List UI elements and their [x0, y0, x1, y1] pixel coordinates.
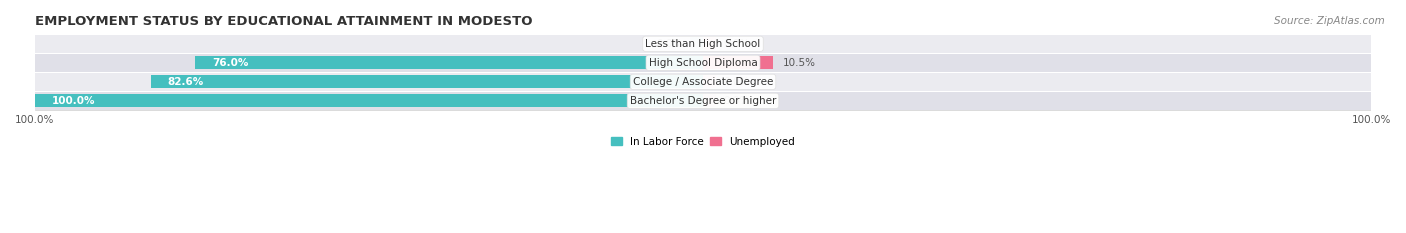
Text: 0.0%: 0.0% [723, 96, 749, 106]
Bar [150, 75, 703, 88]
Bar [703, 37, 717, 50]
Bar [35, 73, 1371, 91]
Text: Less than High School: Less than High School [645, 39, 761, 49]
Text: High School Diploma: High School Diploma [648, 58, 758, 68]
Legend: In Labor Force, Unemployed: In Labor Force, Unemployed [612, 137, 794, 147]
Bar [35, 54, 1371, 72]
Text: 0.0%: 0.0% [657, 39, 683, 49]
Text: 0.0%: 0.0% [723, 39, 749, 49]
Text: 10.5%: 10.5% [783, 58, 817, 68]
Bar [703, 56, 773, 69]
Text: 76.0%: 76.0% [212, 58, 249, 68]
Text: Bachelor's Degree or higher: Bachelor's Degree or higher [630, 96, 776, 106]
Bar [703, 94, 717, 107]
Bar [35, 92, 1371, 110]
Text: 0.0%: 0.0% [723, 77, 749, 87]
Bar [35, 35, 1371, 52]
Bar [195, 56, 703, 69]
Text: 82.6%: 82.6% [167, 77, 204, 87]
Text: 100.0%: 100.0% [52, 96, 94, 106]
Bar [703, 75, 717, 88]
Text: Source: ZipAtlas.com: Source: ZipAtlas.com [1274, 16, 1385, 26]
Bar [35, 94, 703, 107]
Text: EMPLOYMENT STATUS BY EDUCATIONAL ATTAINMENT IN MODESTO: EMPLOYMENT STATUS BY EDUCATIONAL ATTAINM… [35, 15, 533, 28]
Text: College / Associate Degree: College / Associate Degree [633, 77, 773, 87]
Bar [689, 37, 703, 50]
